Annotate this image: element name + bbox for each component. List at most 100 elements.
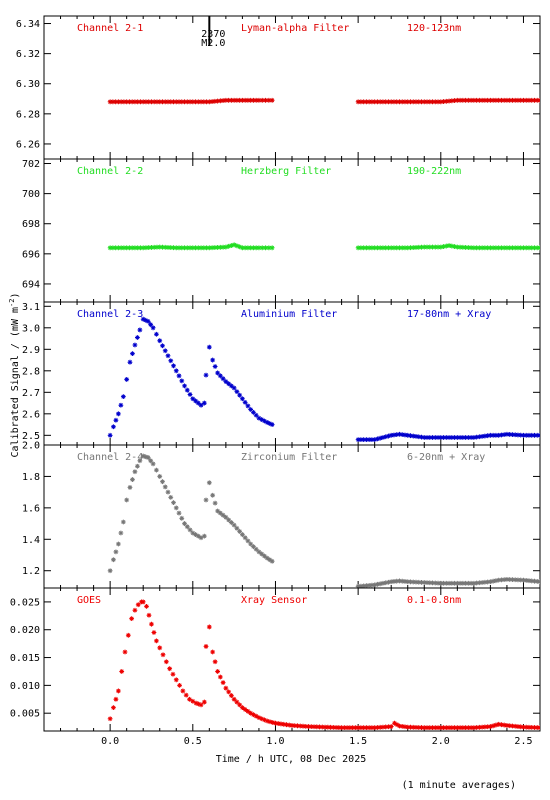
data-point — [375, 99, 380, 105]
data-point — [537, 245, 540, 251]
data-point — [421, 244, 427, 250]
data-point — [248, 97, 254, 103]
data-point — [446, 580, 452, 586]
data-point — [383, 434, 389, 440]
data-point — [493, 97, 499, 103]
data-point — [215, 98, 220, 104]
data-point — [344, 725, 350, 731]
data-point — [149, 621, 154, 627]
data-point — [190, 396, 196, 402]
data-point — [457, 580, 463, 586]
data-point — [391, 245, 397, 251]
data-point — [253, 412, 259, 418]
data-point — [140, 453, 146, 459]
data-point — [410, 579, 416, 585]
data-point — [421, 99, 427, 105]
data-point — [499, 577, 504, 583]
panel-frame — [43, 158, 541, 303]
data-point — [510, 577, 515, 583]
data-point — [383, 580, 389, 586]
data-point — [499, 722, 504, 728]
data-point — [162, 244, 168, 250]
data-point — [198, 99, 204, 105]
data-point — [515, 97, 521, 103]
data-point — [171, 500, 176, 506]
data-point — [251, 409, 256, 415]
data-point — [162, 99, 168, 105]
data-point — [248, 407, 254, 412]
data-point — [248, 541, 254, 547]
data-point — [537, 97, 540, 103]
data-point — [383, 245, 389, 251]
data-series-group — [107, 316, 540, 443]
data-point — [267, 719, 273, 725]
data-point — [162, 348, 168, 354]
data-point — [135, 245, 141, 251]
data-point — [361, 725, 367, 731]
data-point — [350, 725, 356, 731]
data-point — [242, 535, 248, 541]
data-point — [237, 97, 243, 103]
panel-frame — [43, 587, 541, 732]
data-point — [187, 696, 192, 702]
data-point — [256, 715, 262, 721]
data-point — [427, 244, 433, 250]
data-point — [518, 432, 524, 438]
data-point — [485, 245, 491, 251]
data-point — [242, 97, 248, 103]
data-point — [424, 99, 430, 105]
x-tick-label: 2.5 — [514, 736, 532, 747]
data-point — [438, 725, 444, 731]
data-point — [220, 98, 226, 103]
data-point — [144, 603, 149, 609]
data-point — [138, 245, 143, 251]
data-point — [408, 433, 413, 439]
data-point — [226, 689, 232, 695]
data-point — [490, 723, 496, 729]
data-point — [507, 577, 513, 582]
data-point — [386, 579, 391, 585]
data-point — [184, 524, 190, 530]
data-point — [107, 99, 113, 105]
data-point — [210, 357, 216, 363]
data-point — [137, 458, 143, 464]
data-point — [127, 245, 132, 251]
data-point — [474, 580, 480, 586]
data-point — [217, 510, 223, 516]
data-point — [240, 245, 245, 251]
data-point — [193, 398, 198, 404]
data-point — [111, 705, 116, 711]
data-point — [372, 725, 378, 731]
data-point — [135, 463, 140, 469]
data-point — [369, 99, 375, 105]
data-point — [237, 392, 243, 398]
data-point — [157, 244, 163, 250]
data-point — [443, 725, 449, 731]
data-point — [474, 245, 480, 251]
data-point — [488, 97, 493, 103]
data-point — [421, 435, 427, 440]
data-point — [474, 434, 480, 440]
panel-filter-label: Aluminium Filter — [241, 309, 337, 320]
data-point — [388, 99, 394, 105]
data-point — [380, 245, 386, 251]
data-point — [410, 99, 416, 105]
data-point — [432, 435, 438, 440]
x-tick-label: 0.0 — [101, 736, 119, 747]
data-point — [130, 351, 135, 357]
data-point — [190, 99, 196, 105]
data-point — [135, 99, 141, 105]
data-point — [366, 99, 372, 105]
data-point — [457, 97, 463, 103]
data-point — [184, 99, 190, 105]
data-point — [482, 245, 488, 251]
data-point — [380, 435, 386, 440]
data-point — [118, 402, 124, 408]
data-point — [132, 245, 138, 251]
data-point — [121, 99, 127, 105]
data-point — [358, 583, 364, 588]
panel-5: 0.005 0.010 0.015 0.020 0.025 GOES Xray Sensor… — [10, 587, 541, 747]
data-point — [523, 245, 529, 251]
data-point — [231, 97, 237, 103]
data-point — [465, 245, 471, 250]
